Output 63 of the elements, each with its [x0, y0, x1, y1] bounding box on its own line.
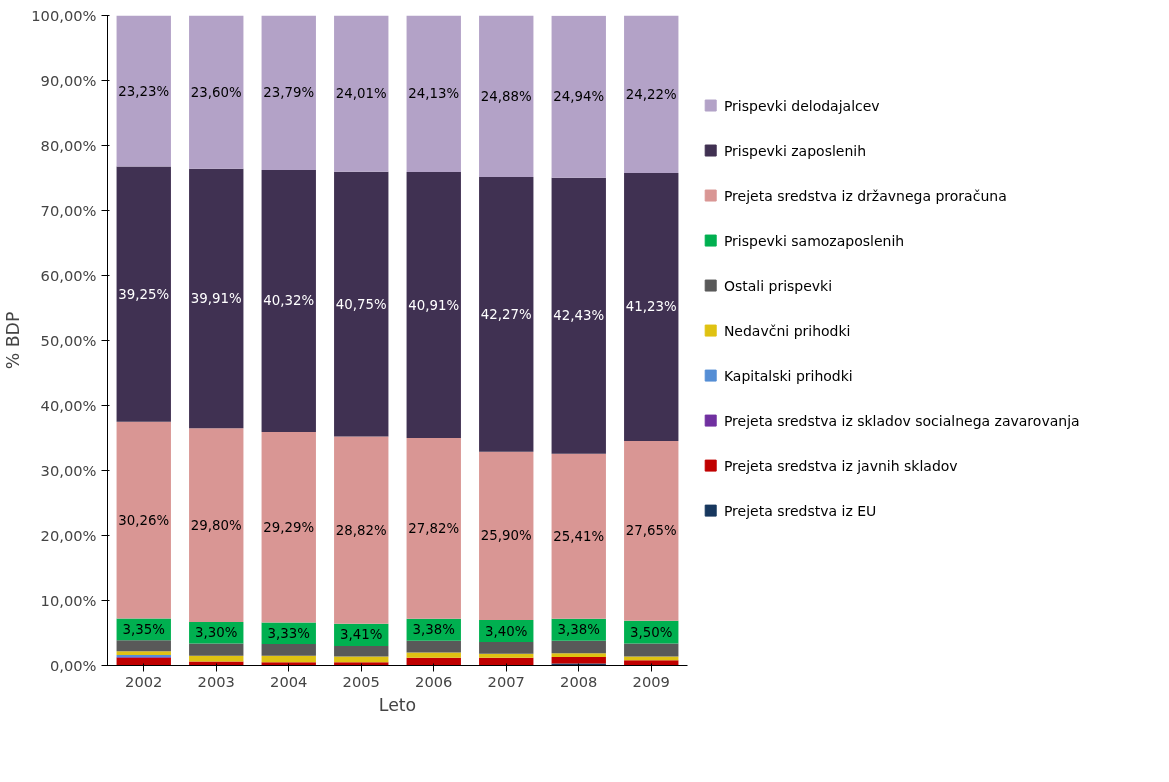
legend-label: Prejeta sredstva iz EU [723, 502, 877, 519]
data-label: 24,88% [480, 88, 532, 104]
legend-label: Kapitalski prihodki [723, 367, 853, 384]
data-label: 23,79% [263, 85, 315, 101]
x-tick-label: 2007 [487, 672, 525, 690]
y-tick-label: 80,00% [40, 137, 97, 154]
data-label: 3,33% [267, 625, 310, 641]
data-label: 29,80% [190, 517, 242, 533]
x-tick-label: 2003 [197, 672, 235, 690]
legend-label: Prejeta sredstva iz javnih skladov [723, 457, 958, 474]
data-label: 25,90% [480, 528, 532, 544]
data-label: 27,82% [408, 520, 460, 536]
data-label: 23,60% [190, 84, 242, 100]
data-label: 42,27% [480, 306, 532, 322]
data-label: 24,13% [408, 86, 460, 102]
data-label: 29,29% [263, 519, 315, 535]
data-label: 42,43% [553, 308, 605, 324]
x-tick-label: 2008 [560, 672, 598, 690]
y-tick-label: 0,00% [49, 657, 97, 674]
legend-label: Ostali prispevki [723, 277, 833, 294]
data-label: 24,01% [335, 86, 387, 102]
x-tick-label: 2002 [125, 672, 163, 690]
data-label: 3,50% [630, 624, 673, 640]
legend-label: Prejeta sredstva iz državnega proračuna [723, 187, 1007, 204]
y-tick-label: 60,00% [40, 267, 97, 284]
x-tick-label: 2005 [342, 672, 380, 690]
data-label: 23,23% [118, 83, 170, 99]
data-label: 24,94% [553, 89, 605, 105]
x-tick-label: 2006 [415, 672, 453, 690]
data-label: 3,35% [122, 621, 165, 637]
data-label: 3,41% [340, 627, 383, 643]
legend-label: Prispevki samozaposlenih [723, 232, 905, 249]
y-tick-label: 70,00% [40, 202, 97, 219]
legend-label: Nedavčni prihodki [723, 322, 851, 339]
y-tick-label: 30,00% [40, 462, 97, 479]
x-tick-label: 2004 [270, 672, 308, 690]
data-label: 30,26% [118, 512, 170, 528]
y-tick-label: 100,00% [31, 7, 97, 24]
y-tick-label: 40,00% [40, 397, 97, 414]
data-label: 27,65% [625, 523, 677, 539]
legend-label: Prejeta sredstva iz skladov socialnega zavarovanja [723, 412, 1080, 429]
y-tick-label: 20,00% [40, 527, 97, 544]
data-label: 3,40% [485, 623, 528, 639]
y-tick-label: 10,00% [40, 592, 97, 609]
data-label: 3,38% [412, 622, 455, 638]
data-label: 28,82% [335, 522, 387, 538]
x-tick-label: 2009 [632, 672, 670, 690]
x-axis-title: Leto [378, 694, 417, 715]
data-label: 40,32% [263, 293, 315, 309]
data-label: 39,91% [190, 291, 242, 307]
y-axis-title: % BDP [3, 311, 24, 370]
data-label: 41,23% [625, 299, 677, 315]
data-label: 40,75% [335, 296, 387, 312]
data-label: 25,41% [553, 528, 605, 544]
legend-label: Prispevki zaposlenih [723, 142, 867, 159]
data-label: 24,22% [625, 86, 677, 102]
y-tick-label: 50,00% [40, 332, 97, 349]
data-label: 3,30% [195, 625, 238, 641]
legend-label: Prispevki delodajalcev [723, 97, 880, 114]
data-label: 39,25% [118, 286, 170, 302]
data-label: 40,91% [408, 297, 460, 313]
y-tick-label: 90,00% [40, 72, 97, 89]
data-label: 3,38% [557, 622, 600, 638]
